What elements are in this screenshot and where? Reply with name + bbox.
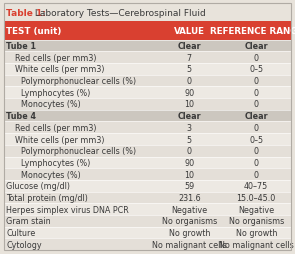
Text: 15.0–45.0: 15.0–45.0: [237, 193, 276, 202]
Text: Lymphocytes (%): Lymphocytes (%): [21, 88, 90, 97]
Text: Glucose (mg/dl): Glucose (mg/dl): [6, 182, 71, 190]
Text: Monocytes (%): Monocytes (%): [21, 100, 81, 109]
Text: No growth: No growth: [235, 228, 277, 237]
Bar: [4, 110, 291, 122]
Text: Negative: Negative: [238, 205, 274, 214]
Bar: [4, 227, 291, 239]
Text: Polymorphonuclear cells (%): Polymorphonuclear cells (%): [21, 77, 136, 86]
Text: White cells (per mm3): White cells (per mm3): [15, 135, 104, 144]
Text: 0: 0: [254, 53, 259, 62]
Text: 0: 0: [254, 158, 259, 167]
Bar: [4, 40, 291, 52]
Text: Clear: Clear: [244, 112, 268, 121]
Text: Lymphocytes (%): Lymphocytes (%): [21, 158, 90, 167]
Text: 3: 3: [187, 123, 192, 132]
Text: 40–75: 40–75: [244, 182, 268, 190]
Text: Gram stain: Gram stain: [6, 217, 51, 226]
Text: Total protein (mg/dl): Total protein (mg/dl): [6, 193, 88, 202]
Text: Herpes simplex virus DNA PCR: Herpes simplex virus DNA PCR: [6, 205, 129, 214]
Text: White cells (per mm3): White cells (per mm3): [15, 65, 104, 74]
Bar: [4, 22, 291, 40]
Text: Table 1:: Table 1:: [6, 8, 46, 18]
Text: No organisms: No organisms: [229, 217, 284, 226]
Text: Clear: Clear: [177, 112, 201, 121]
Bar: [4, 99, 291, 110]
Text: Red cells (per mm3): Red cells (per mm3): [15, 53, 96, 62]
Text: 0: 0: [254, 170, 259, 179]
Bar: [4, 134, 291, 145]
Text: 0: 0: [254, 147, 259, 156]
Text: 0: 0: [254, 100, 259, 109]
Text: No growth: No growth: [168, 228, 210, 237]
Text: 0–5: 0–5: [249, 135, 263, 144]
Text: No malignant cells: No malignant cells: [152, 240, 227, 249]
Text: 0: 0: [254, 123, 259, 132]
Bar: [4, 192, 291, 203]
Text: REFERENCE RANGE: REFERENCE RANGE: [209, 27, 295, 36]
Text: Red cells (per mm3): Red cells (per mm3): [15, 123, 96, 132]
Text: 10: 10: [184, 100, 194, 109]
Text: 0: 0: [254, 77, 259, 86]
Bar: [4, 87, 291, 99]
Bar: [4, 215, 291, 227]
Text: 0: 0: [187, 77, 192, 86]
Text: TEST (unit): TEST (unit): [6, 27, 62, 36]
Text: 0: 0: [254, 88, 259, 97]
Bar: [4, 64, 291, 75]
Text: 0–5: 0–5: [249, 65, 263, 74]
Text: No organisms: No organisms: [162, 217, 217, 226]
Text: 90: 90: [184, 158, 194, 167]
Text: Negative: Negative: [171, 205, 207, 214]
Bar: [4, 239, 291, 250]
Text: 5: 5: [187, 65, 192, 74]
Text: 7: 7: [187, 53, 192, 62]
Text: Laboratory Tests—Cerebrospinal Fluid: Laboratory Tests—Cerebrospinal Fluid: [32, 8, 206, 18]
Text: Monocytes (%): Monocytes (%): [21, 170, 81, 179]
Text: Culture: Culture: [6, 228, 36, 237]
Text: Cytology: Cytology: [6, 240, 42, 249]
Bar: [4, 122, 291, 134]
Text: Tube 1: Tube 1: [6, 42, 37, 51]
Text: No malignant cells: No malignant cells: [219, 240, 294, 249]
Bar: [4, 203, 291, 215]
Text: 10: 10: [184, 170, 194, 179]
Text: 90: 90: [184, 88, 194, 97]
Text: 0: 0: [187, 147, 192, 156]
Bar: [4, 169, 291, 180]
Text: 5: 5: [187, 135, 192, 144]
Text: Tube 4: Tube 4: [6, 112, 37, 121]
Text: Clear: Clear: [244, 42, 268, 51]
Bar: [4, 75, 291, 87]
Bar: [4, 145, 291, 157]
Text: 59: 59: [184, 182, 194, 190]
Bar: [4, 52, 291, 64]
Text: VALUE: VALUE: [174, 27, 205, 36]
Text: Polymorphonuclear cells (%): Polymorphonuclear cells (%): [21, 147, 136, 156]
Bar: [4, 157, 291, 169]
Bar: [4, 180, 291, 192]
Text: 231.6: 231.6: [178, 193, 201, 202]
Text: Clear: Clear: [177, 42, 201, 51]
Bar: [4, 4, 291, 22]
